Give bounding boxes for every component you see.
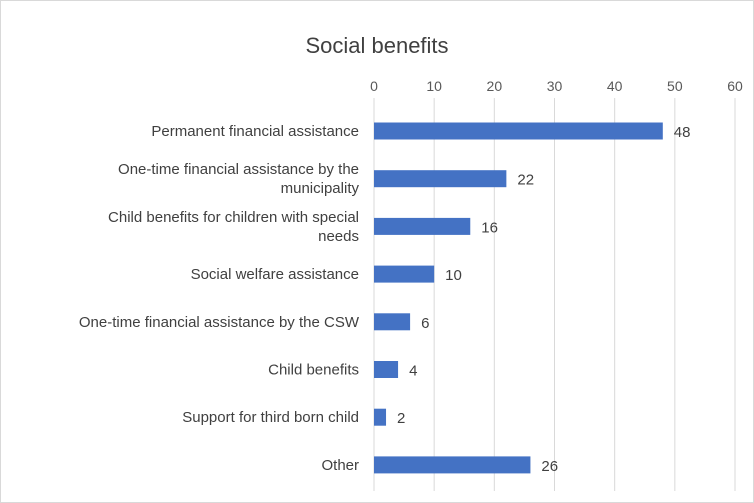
category-label: Permanent financial assistance [151, 123, 359, 140]
data-label: 2 [397, 410, 405, 427]
x-tick-label: 30 [547, 78, 563, 94]
data-label: 22 [517, 172, 534, 189]
x-axis-ticks: 0 10 20 30 40 50 60 [370, 78, 743, 94]
category-label: Child benefits for children with special [108, 209, 359, 226]
category-labels: Permanent financial assistance One-time f… [79, 123, 360, 474]
bars [374, 122, 663, 474]
category-label: One-time financial assistance by the [118, 161, 359, 178]
data-label: 26 [541, 458, 558, 475]
category-label: Social welfare assistance [191, 266, 359, 283]
x-tick-label: 0 [370, 78, 378, 94]
x-tick-label: 10 [426, 78, 442, 94]
x-tick-label: 60 [727, 78, 743, 94]
bar [374, 122, 663, 140]
bar [374, 408, 387, 426]
data-label: 10 [445, 267, 462, 284]
bar [374, 217, 471, 235]
bar [374, 265, 435, 283]
bar [374, 170, 507, 188]
chart-title: Social benefits [305, 33, 448, 58]
x-tick-label: 20 [487, 78, 503, 94]
data-label: 4 [409, 363, 417, 380]
category-label: Other [321, 457, 359, 474]
data-label: 48 [674, 124, 691, 141]
bar [374, 361, 399, 378]
bar [374, 313, 411, 331]
gridlines [373, 98, 736, 491]
category-label: needs [318, 228, 359, 245]
data-label: 6 [421, 315, 429, 332]
x-tick-label: 40 [607, 78, 623, 94]
category-label: Support for third born child [182, 409, 359, 426]
category-label: One-time financial assistance by the CSW [79, 314, 360, 331]
bar [374, 456, 531, 474]
data-labels: 48 22 16 10 6 4 2 26 [397, 124, 690, 475]
data-label: 16 [481, 219, 498, 236]
category-label: municipality [281, 180, 360, 197]
category-label: Child benefits [268, 362, 359, 379]
x-tick-label: 50 [667, 78, 683, 94]
